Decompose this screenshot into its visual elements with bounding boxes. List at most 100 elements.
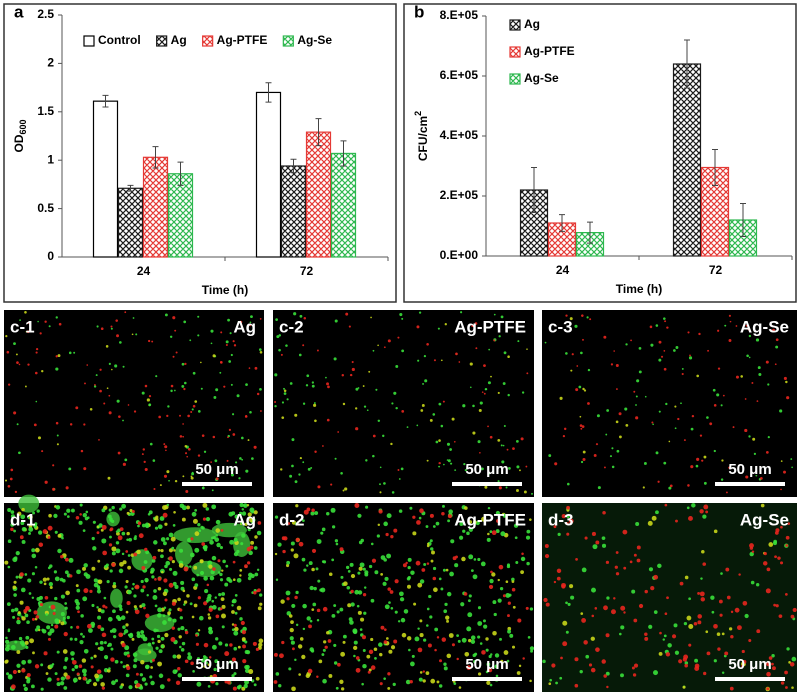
cell bbox=[675, 346, 679, 349]
cell bbox=[503, 650, 509, 655]
cell bbox=[178, 563, 184, 568]
cell bbox=[316, 539, 322, 544]
cell bbox=[167, 617, 172, 622]
cell bbox=[684, 575, 689, 580]
cell bbox=[200, 361, 202, 364]
cell bbox=[231, 657, 236, 662]
cell bbox=[357, 571, 361, 575]
cell bbox=[133, 594, 137, 598]
cell bbox=[391, 402, 394, 405]
cell bbox=[724, 324, 727, 327]
cell bbox=[581, 618, 587, 623]
cell bbox=[54, 672, 58, 676]
cell bbox=[166, 503, 170, 507]
cell bbox=[115, 530, 119, 533]
cell bbox=[15, 551, 20, 556]
cell bbox=[710, 595, 715, 600]
cell bbox=[500, 315, 504, 319]
cell bbox=[581, 314, 584, 317]
cell bbox=[211, 504, 217, 510]
cell bbox=[705, 630, 709, 634]
cell bbox=[224, 643, 229, 647]
cell bbox=[775, 345, 779, 349]
cell bbox=[163, 606, 167, 609]
cell bbox=[520, 437, 524, 441]
cell bbox=[210, 342, 213, 345]
cell bbox=[16, 619, 21, 625]
cell bbox=[785, 535, 790, 540]
cell bbox=[15, 575, 19, 579]
cell bbox=[189, 339, 192, 342]
cell bbox=[83, 588, 89, 594]
cell bbox=[60, 681, 65, 686]
cell bbox=[18, 451, 21, 455]
cell bbox=[215, 637, 219, 641]
cell bbox=[582, 457, 586, 462]
cell bbox=[636, 558, 641, 563]
x-axis-label: Time (h) bbox=[202, 283, 248, 297]
cell bbox=[135, 672, 139, 676]
cell bbox=[160, 549, 164, 553]
error-bar bbox=[127, 184, 134, 192]
cell bbox=[197, 454, 201, 457]
cell bbox=[311, 381, 315, 384]
cell bbox=[219, 607, 223, 611]
cell bbox=[635, 416, 639, 420]
cell bbox=[158, 649, 163, 654]
cell bbox=[280, 468, 283, 471]
cell bbox=[774, 531, 779, 535]
cell bbox=[177, 597, 181, 602]
cell bbox=[164, 445, 168, 449]
cell bbox=[470, 639, 476, 644]
cell bbox=[456, 657, 459, 661]
cell bbox=[765, 360, 769, 364]
cell bbox=[60, 612, 65, 617]
cell bbox=[56, 650, 60, 654]
cell bbox=[71, 657, 75, 661]
cell bbox=[379, 466, 382, 469]
cell bbox=[14, 490, 18, 494]
cell bbox=[254, 572, 259, 577]
cell bbox=[107, 514, 112, 519]
cell bbox=[24, 640, 29, 645]
cell bbox=[720, 478, 724, 481]
cell bbox=[448, 509, 453, 514]
cell bbox=[314, 511, 319, 516]
cell bbox=[108, 508, 112, 512]
cell bbox=[575, 557, 578, 561]
cell bbox=[459, 535, 464, 540]
cell bbox=[366, 409, 369, 412]
cell bbox=[735, 325, 738, 327]
cell bbox=[580, 460, 584, 464]
cell bbox=[86, 364, 89, 366]
cell bbox=[703, 504, 709, 510]
cell bbox=[55, 367, 59, 371]
cell bbox=[370, 598, 375, 603]
cell bbox=[255, 676, 260, 681]
cell bbox=[157, 639, 161, 644]
cell bbox=[595, 443, 599, 446]
cell bbox=[334, 539, 339, 543]
cell bbox=[148, 403, 152, 407]
cell-cluster bbox=[36, 601, 67, 624]
cell bbox=[664, 503, 668, 507]
cell bbox=[403, 609, 409, 614]
cell bbox=[278, 348, 281, 352]
cell bbox=[423, 355, 427, 358]
cell bbox=[75, 605, 80, 610]
cell bbox=[224, 651, 230, 657]
cell bbox=[86, 623, 92, 629]
cell bbox=[32, 523, 38, 528]
bar bbox=[330, 152, 357, 258]
cell bbox=[62, 616, 66, 620]
cell bbox=[339, 679, 344, 684]
cell bbox=[175, 351, 178, 354]
cell bbox=[590, 667, 596, 673]
cell bbox=[580, 612, 584, 615]
cell bbox=[140, 633, 146, 639]
cell bbox=[23, 686, 28, 692]
cell bbox=[108, 667, 111, 670]
cell bbox=[90, 656, 94, 660]
cell bbox=[82, 596, 88, 602]
